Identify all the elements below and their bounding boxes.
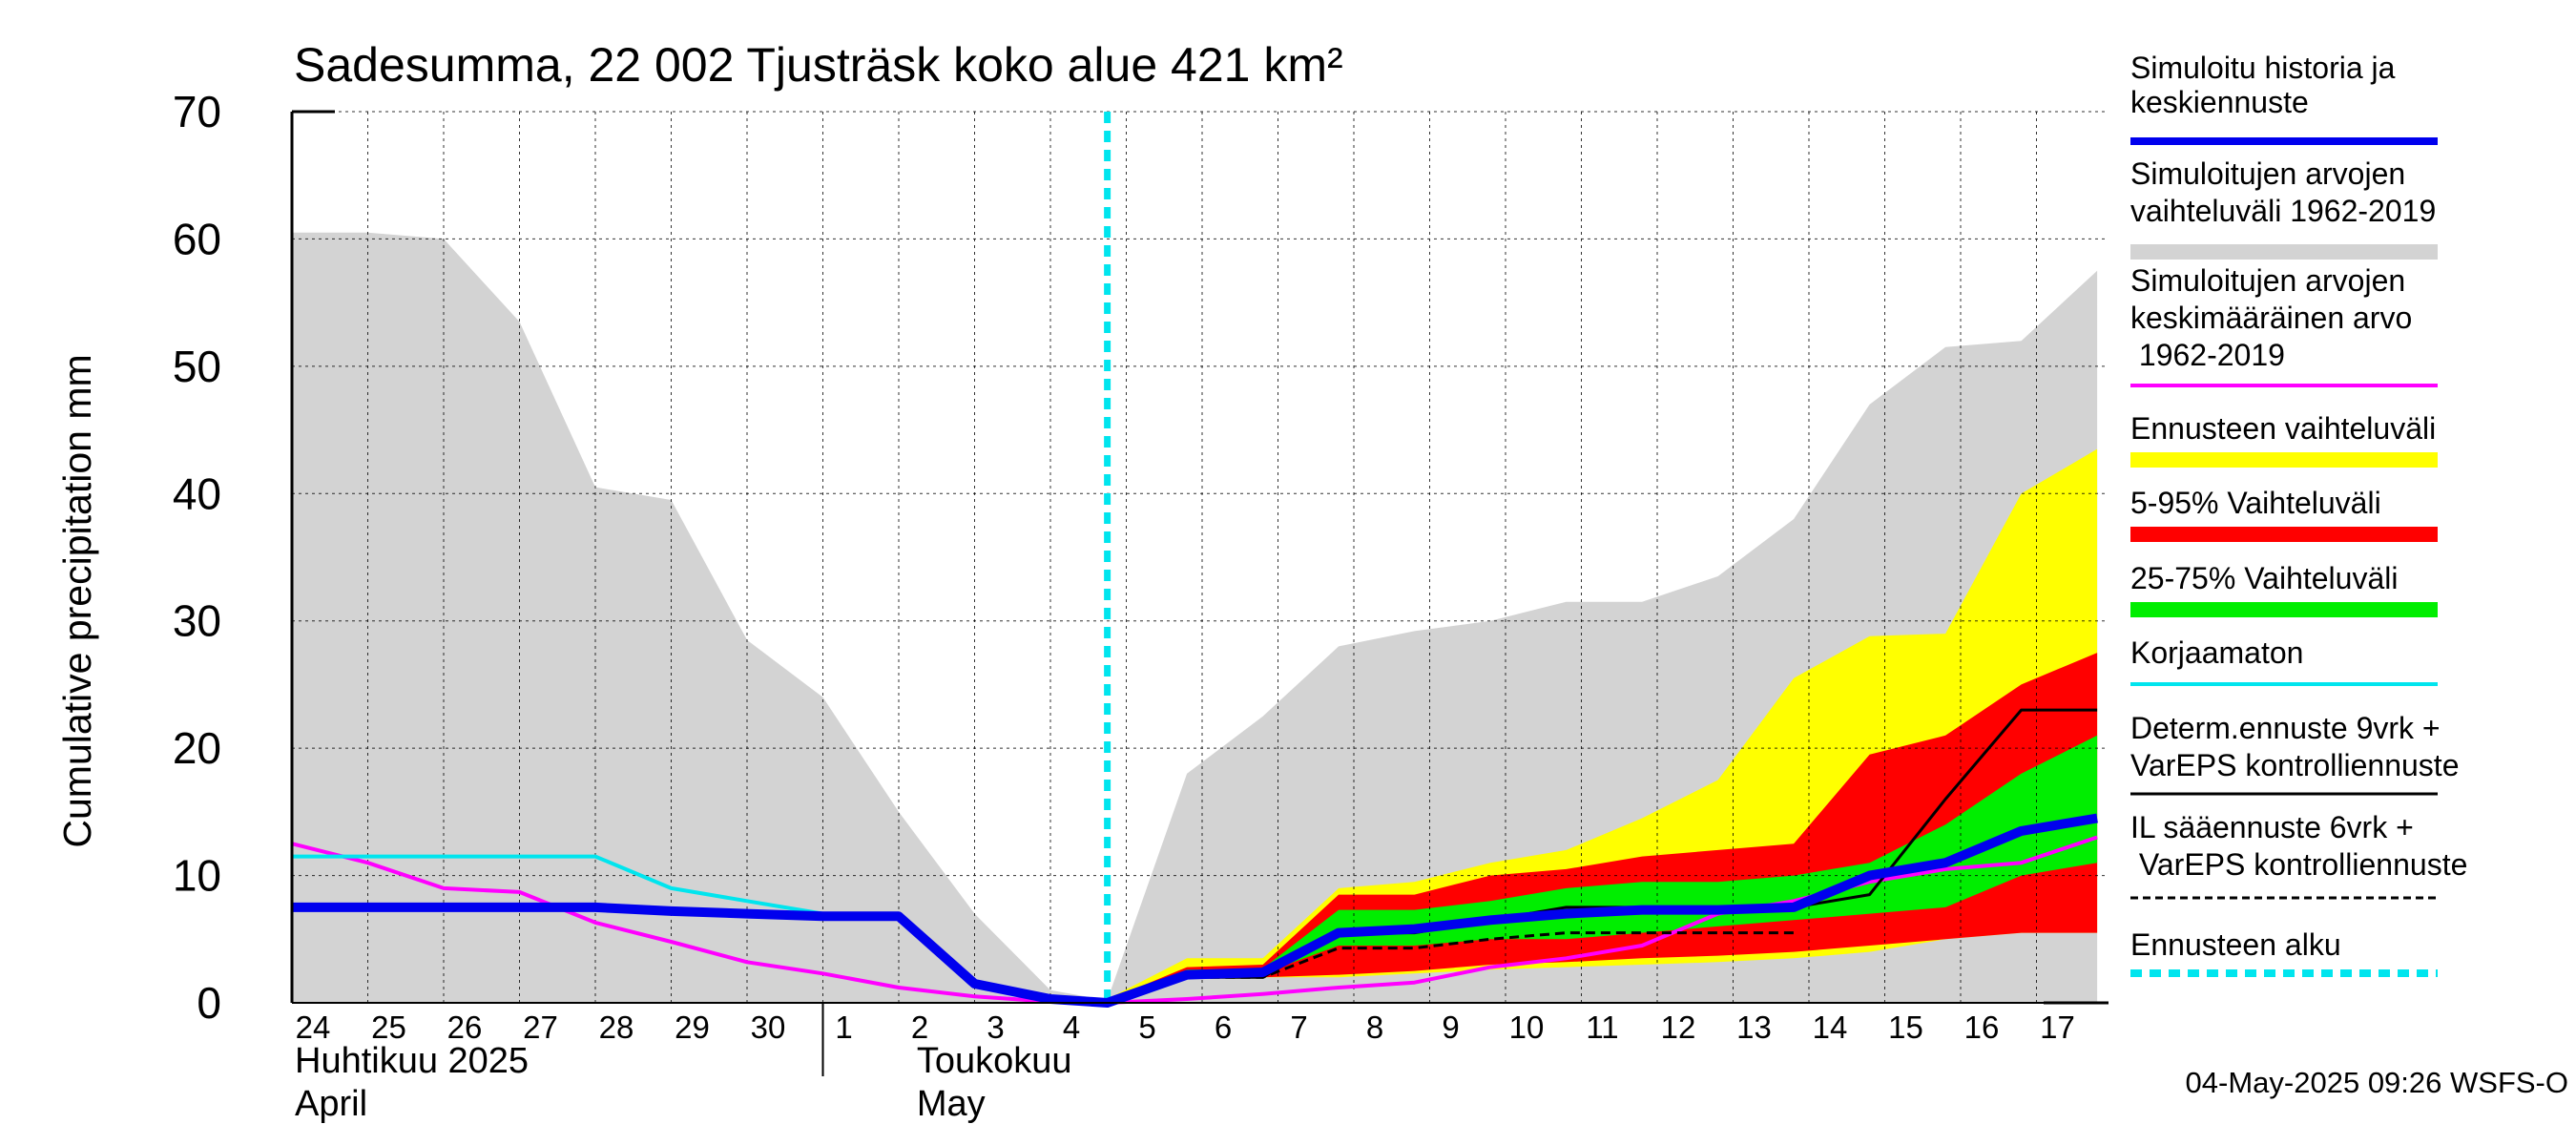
month-label: Toukokuu [917, 1041, 1072, 1081]
x-tick-label: 14 [1813, 1010, 1848, 1045]
x-tick-label: 11 [1586, 1010, 1618, 1045]
x-tick-label: 2 [911, 1010, 928, 1045]
y-tick-label: 0 [197, 978, 221, 1028]
legend-item: Ennusteen alku [2130, 927, 2438, 977]
x-tick-label: 29 [675, 1010, 710, 1045]
x-tick-label: 9 [1442, 1010, 1459, 1045]
x-tick-label: 12 [1661, 1010, 1696, 1045]
x-tick-label: 30 [751, 1010, 786, 1045]
x-tick-label: 24 [296, 1010, 331, 1045]
y-tick-label: 30 [173, 596, 221, 646]
history-range-band [292, 232, 2098, 1004]
footer-timestamp: 04-May-2025 09:26 WSFS-O [2186, 1066, 2568, 1099]
y-tick-label: 60 [173, 214, 221, 263]
x-tick-label: 25 [371, 1010, 406, 1045]
legend-label: 5-95% Vaihteluväli [2130, 486, 2381, 520]
x-tick-label: 13 [1736, 1010, 1772, 1045]
legend-label: 25-75% Vaihteluväli [2130, 561, 2398, 595]
legend-item: Simuloitujen arvojen vaihteluväli 1962-20… [2130, 156, 2438, 260]
legend-item: Simuloitujen arvojen keskimääräinen arvo … [2130, 263, 2438, 387]
legend-label: Simuloitujen arvojen vaihteluväli 1962-20… [2130, 156, 2436, 228]
legend-label: Determ.ennuste 9vrk + VarEPS kontrollienn… [2130, 711, 2459, 782]
x-tick-label: 4 [1063, 1010, 1080, 1045]
legend-item: Simuloitu historia ja keskiennuste [2130, 51, 2438, 145]
month-label: Huhtikuu 2025 [295, 1041, 529, 1081]
legend-label: Simuloitu historia ja keskiennuste [2130, 51, 2396, 119]
x-tick-label: 6 [1215, 1010, 1232, 1045]
month-label-en: April [295, 1084, 367, 1124]
legend-item: Korjaamaton [2130, 635, 2438, 686]
x-tick-label: 10 [1509, 1010, 1545, 1045]
x-tick-label: 8 [1366, 1010, 1383, 1045]
x-tick-label: 28 [599, 1010, 634, 1045]
y-tick-label: 10 [173, 851, 221, 901]
x-tick-label: 16 [1964, 1010, 2000, 1045]
y-tick-label: 20 [173, 723, 221, 773]
legend-label: Ennusteen alku [2130, 927, 2341, 962]
x-tick-label: 3 [987, 1010, 1004, 1045]
series-line-4 [292, 813, 2098, 1008]
legend-item: Ennusteen vaihteluväli [2130, 411, 2438, 468]
x-tick-label: 5 [1138, 1010, 1155, 1045]
chart-title: Sadesumma, 22 002 Tjusträsk koko alue 42… [294, 38, 1343, 92]
x-tick-label: 7 [1290, 1010, 1307, 1045]
legend-item: 25-75% Vaihteluväli [2130, 561, 2438, 617]
x-tick-label: 26 [447, 1010, 483, 1045]
month-label-en: May [917, 1084, 986, 1124]
legend-label: Ennusteen vaihteluväli [2130, 411, 2436, 446]
legend-item: 5-95% Vaihteluväli [2130, 486, 2438, 542]
legend-label: IL sääennuste 6vrk + VarEPS kontrollienn… [2130, 810, 2467, 882]
legend-item: IL sääennuste 6vrk + VarEPS kontrollienn… [2130, 810, 2467, 900]
y-tick-label: 40 [173, 468, 221, 518]
legend-item: Determ.ennuste 9vrk + VarEPS kontrollienn… [2130, 711, 2459, 796]
legend-label: Simuloitujen arvojen keskimääräinen arvo … [2130, 263, 2412, 372]
series-line-0 [291, 835, 2098, 1005]
x-tick-label: 1 [835, 1010, 852, 1045]
y-tick-label: 70 [173, 87, 221, 136]
x-tick-label: 27 [523, 1010, 558, 1045]
legend: Simuloitu historia ja keskiennuste Simuloi… [2130, 51, 2467, 977]
legend-label: Korjaamaton [2130, 635, 2303, 670]
series-line-2 [1107, 931, 1795, 1005]
x-tick-label: 15 [1888, 1010, 1923, 1045]
x-tick-label: 17 [2040, 1010, 2075, 1045]
y-axis-label: Cumulative precipitation mm [55, 354, 99, 847]
y-tick-label: 50 [173, 342, 221, 391]
